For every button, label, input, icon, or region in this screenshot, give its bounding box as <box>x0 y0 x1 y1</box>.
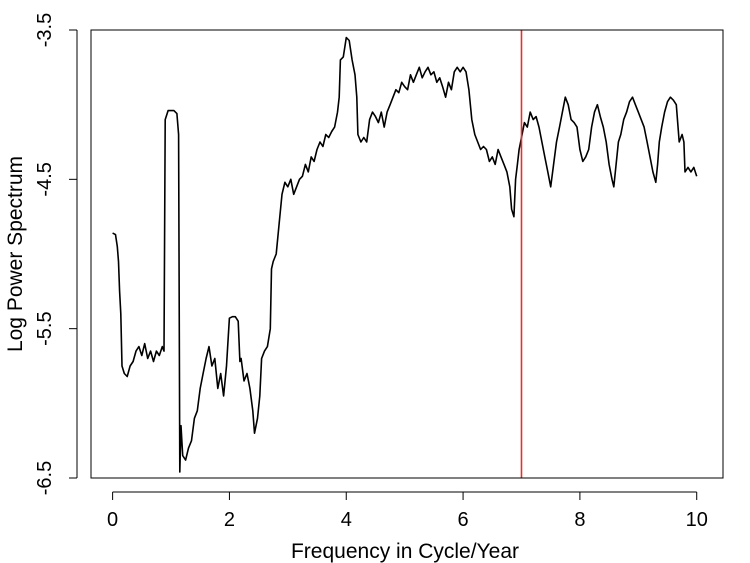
spectrum-line-0 <box>112 36 698 473</box>
x-axis: 0 2 4 6 8 10 <box>107 491 708 531</box>
y-tick-label: -5.5 <box>34 311 56 345</box>
x-tick-label: 0 <box>107 509 118 531</box>
x-tick-label: 8 <box>574 509 585 531</box>
x-tick-label: 10 <box>686 509 708 531</box>
x-tick-label: 6 <box>458 509 469 531</box>
y-tick-label: -4.5 <box>34 162 56 196</box>
plot-layer <box>112 30 698 478</box>
x-tick-label: 2 <box>224 509 235 531</box>
x-tick-label: 4 <box>341 509 352 531</box>
y-tick-label: -3.5 <box>34 13 56 47</box>
y-tick-label: -6.5 <box>34 461 56 495</box>
y-axis: -3.5 -4.5 -5.5 -6.5 <box>34 13 78 495</box>
plot-area-border <box>90 29 724 479</box>
x-axis-title: Frequency in Cycle/Year <box>291 540 519 563</box>
y-axis-title: Log Power Spectrum <box>4 156 27 352</box>
